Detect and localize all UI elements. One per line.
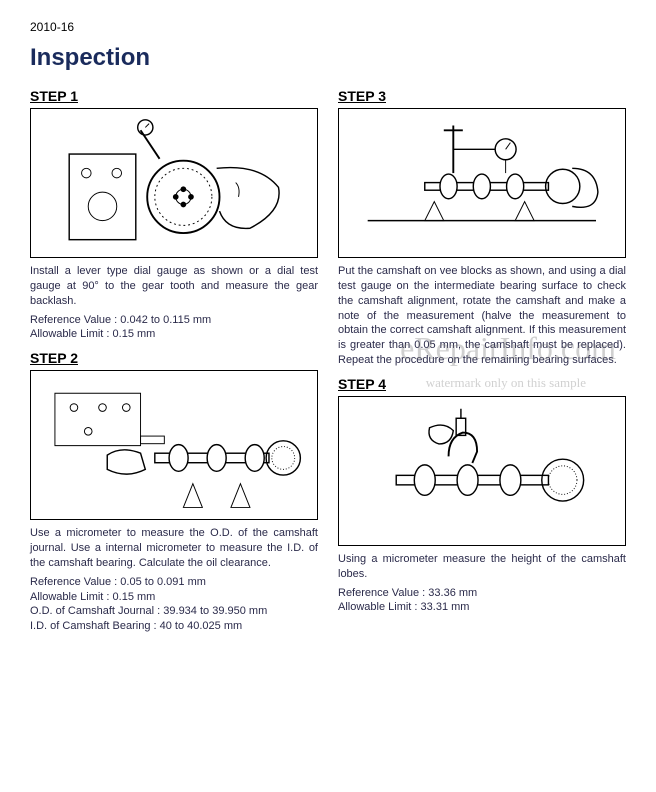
step1-spec2: Allowable Limit : 0.15 mm	[30, 327, 318, 342]
right-column: STEP 3 Put the camshaft on vee blocks	[338, 80, 626, 634]
step2-spec2: Allowable Limit : 0.15 mm	[30, 590, 318, 605]
illustration-step4	[338, 396, 626, 546]
step-heading: STEP 3	[338, 88, 626, 104]
step4-spec1: Reference Value : 33.36 mm	[338, 586, 626, 601]
left-column: STEP 1 Install a lever type	[30, 80, 318, 634]
content-columns: STEP 1 Install a lever type	[30, 80, 626, 634]
step2-spec1: Reference Value : 0.05 to 0.091 mm	[30, 575, 318, 590]
illustration-step1	[30, 108, 318, 258]
step3-text: Put the camshaft on vee blocks as shown,…	[338, 264, 626, 368]
step-heading: STEP 4	[338, 376, 626, 392]
step1-text: Install a lever type dial gauge as shown…	[30, 264, 318, 309]
illustration-step2	[30, 370, 318, 520]
step-heading: STEP 2	[30, 350, 318, 366]
step2-spec3: O.D. of Camshaft Journal : 39.934 to 39.…	[30, 604, 318, 619]
step2-text: Use a micrometer to measure the O.D. of …	[30, 526, 318, 571]
step4-spec2: Allowable Limit : 33.31 mm	[338, 600, 626, 615]
vee-block-alignment-icon	[346, 116, 618, 249]
step4-text: Using a micrometer measure the height of…	[338, 552, 626, 582]
section-title: Inspection	[30, 44, 626, 72]
gear-dial-gauge-icon	[38, 116, 310, 249]
step2-spec4: I.D. of Camshaft Bearing : 40 to 40.025 …	[30, 619, 318, 634]
lobe-height-micrometer-icon	[346, 404, 618, 537]
page-number: 2010-16	[30, 20, 626, 34]
step-heading: STEP 1	[30, 88, 318, 104]
step1-spec1: Reference Value : 0.042 to 0.115 mm	[30, 313, 318, 328]
micrometer-camshaft-icon	[38, 379, 310, 512]
illustration-step3	[338, 108, 626, 258]
